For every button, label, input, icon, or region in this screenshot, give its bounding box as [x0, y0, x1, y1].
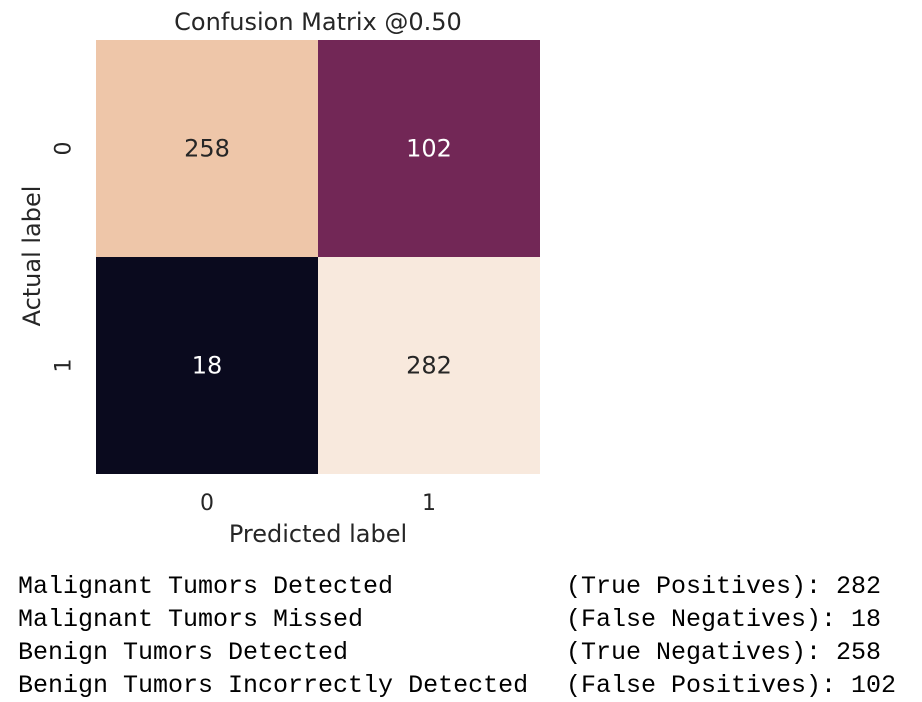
cell-value-1-1: 282 [406, 352, 452, 380]
stat-label: Malignant Tumors Missed [18, 605, 364, 634]
heatmap-cell-0-1 [318, 40, 540, 257]
chart-title: Confusion Matrix @0.50 [174, 8, 462, 36]
stat-line-true-negatives: Benign Tumors Detected (True Negatives):… [18, 636, 918, 669]
x-axis-label: Predicted label [229, 520, 407, 548]
x-tick-label-1: 1 [422, 491, 436, 516]
stats-output: Malignant Tumors Detected (True Positive… [18, 570, 918, 702]
heatmap-cell-1-1 [318, 257, 540, 474]
stat-metric: (False Positives): 102 [566, 671, 897, 700]
stat-line-true-positives: Malignant Tumors Detected (True Positive… [18, 570, 918, 603]
cell-value-1-0: 18 [192, 352, 223, 380]
stat-metric: (True Negatives): 258 [566, 638, 882, 667]
stat-line-false-positives: Benign Tumors Incorrectly Detected (Fals… [18, 669, 918, 702]
cell-value-0-1: 102 [406, 135, 452, 163]
x-tick-label-0: 0 [200, 491, 214, 516]
stat-label: Benign Tumors Detected [18, 638, 349, 667]
stat-metric: (True Positives): 282 [566, 572, 882, 601]
stat-metric: (False Negatives): 18 [566, 605, 882, 634]
y-axis-label: Actual label [18, 186, 46, 327]
heatmap-cells [96, 40, 540, 474]
y-tick-label-1: 1 [52, 359, 77, 373]
stat-label: Benign Tumors Incorrectly Detected [18, 671, 529, 700]
heatmap-cell-0-0 [96, 40, 318, 257]
heatmap-cell-1-0 [96, 257, 318, 474]
cell-value-0-0: 258 [184, 135, 230, 163]
y-tick-label-0: 0 [52, 142, 77, 156]
y-tick-labels: 01 [52, 142, 77, 373]
stat-line-false-negatives: Malignant Tumors Missed (False Negatives… [18, 603, 918, 636]
heatmap-annotations: 258 102 18 282 [184, 135, 452, 380]
stat-label: Malignant Tumors Detected [18, 572, 394, 601]
